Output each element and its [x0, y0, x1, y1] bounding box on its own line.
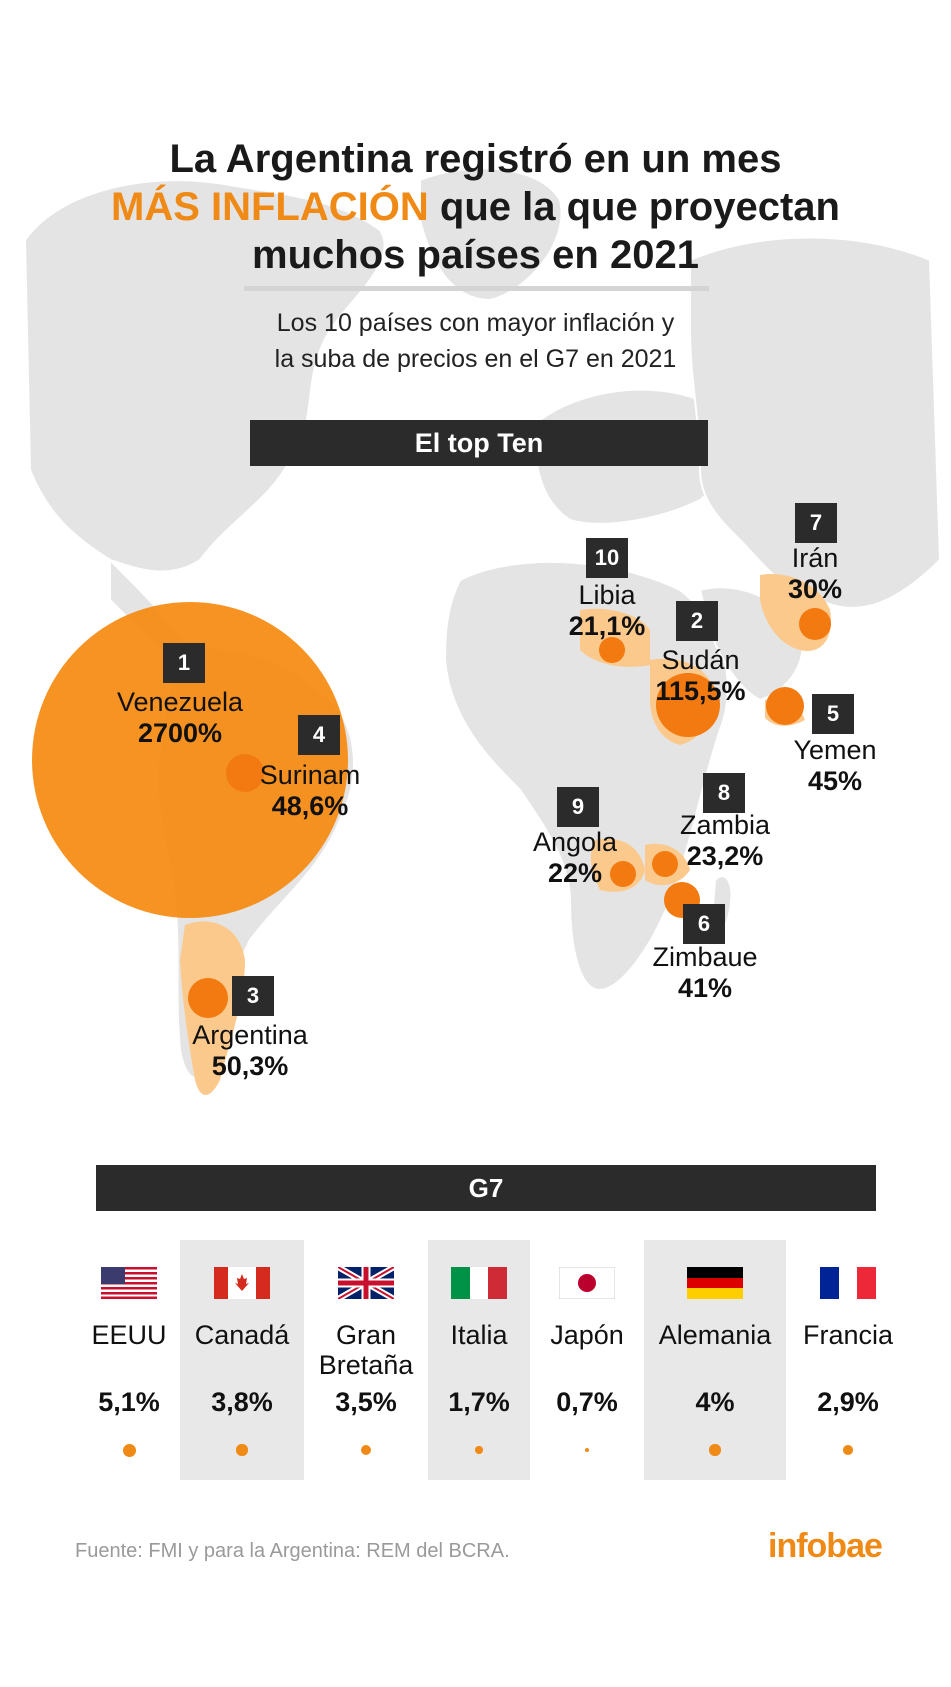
north-america-landmass [23, 179, 386, 573]
zambia-inflation-circle [652, 851, 678, 877]
g7-country-name: Francia [802, 1320, 894, 1350]
title-line-2: MÁS INFLACIÓN que la que proyectan [0, 183, 951, 231]
g7-country-name: Canadá [194, 1320, 290, 1350]
greenland-landmass [419, 167, 563, 302]
angola-inflation-circle [610, 861, 636, 887]
country-value: 41% [677, 973, 733, 1003]
g7-inflation-dot [709, 1444, 721, 1456]
title-divider [244, 286, 709, 291]
g7-country-value: 3,5% [335, 1387, 397, 1417]
subtitle-line-2: la suba de precios en el G7 en 2021 [274, 345, 677, 373]
country-name: Zambia [679, 810, 771, 840]
iran-inflation-circle [799, 608, 831, 640]
g7-country-value: 2,9% [817, 1387, 879, 1417]
country-name: Sudán [661, 645, 740, 675]
country-name: Yemen [793, 735, 877, 765]
rank-badge-libia: 10 [586, 538, 628, 578]
argentina-inflation-circle [188, 978, 228, 1018]
label-surinam: Surinam 48,6% [240, 760, 380, 822]
rank-badge-zambia: 8 [703, 773, 745, 813]
country-value: 115,5% [655, 676, 746, 706]
country-name: Zimbaue [652, 942, 758, 972]
infobae-logo: infobae [768, 1527, 883, 1565]
label-zimbaue: Zimbaue 41% [640, 942, 770, 1004]
g7-column-eeuu: EEUU 5,1% [80, 1240, 178, 1480]
label-libia: Libia 21,1% [552, 580, 662, 642]
venezuela-inflation-circle [32, 602, 348, 918]
title-line-3: muchos países en 2021 [252, 233, 699, 277]
country-value: 30% [787, 574, 843, 604]
rank-badge-angola: 9 [557, 787, 599, 827]
italy-flag-icon [451, 1267, 507, 1299]
label-zambia: Zambia 23,2% [665, 810, 785, 872]
g7-column-japon: Japón 0,7% [532, 1240, 642, 1480]
label-sudan: Sudán 115,5% [638, 645, 763, 707]
g7-inflation-dot [122, 1443, 136, 1457]
rank-badge-zimbaue: 6 [683, 904, 725, 944]
g7-inflation-dot [843, 1445, 853, 1455]
label-iran: Irán 30% [765, 543, 865, 605]
country-value: 45% [807, 766, 863, 796]
rank-badge-iran: 7 [795, 503, 837, 543]
g7-inflation-dot [236, 1444, 248, 1456]
g7-country-name: EEUU [91, 1320, 167, 1350]
g7-country-value: 1,7% [448, 1387, 510, 1417]
g7-country-name: Italia [450, 1320, 508, 1350]
germany-flag-icon [687, 1267, 743, 1299]
g7-column-italia: Italia 1,7% [428, 1240, 530, 1480]
country-value: 2700% [137, 718, 223, 748]
label-argentina: Argentina 50,3% [170, 1020, 330, 1082]
country-name: Irán [791, 543, 839, 573]
g7-inflation-dot [475, 1446, 483, 1454]
g7-banner: G7 [96, 1165, 876, 1211]
g7-inflation-dot [584, 1447, 590, 1453]
g7-column-francia: Francia 2,9% [788, 1240, 908, 1480]
sudan-inflation-circle [656, 673, 720, 737]
country-value: 50,3% [211, 1051, 289, 1081]
subtitle-line-1: Los 10 países con mayor inflación y [276, 309, 675, 337]
label-venezuela: Venezuela 2700% [90, 687, 270, 749]
g7-column-canada: Canadá 3,8% [180, 1240, 304, 1480]
canada-flag-icon [214, 1267, 270, 1299]
g7-country-name: Gran Bretaña [318, 1320, 414, 1380]
g7-country-value: 4% [695, 1387, 735, 1417]
title-highlight: MÁS INFLACIÓN [111, 185, 429, 229]
rank-badge-venezuela: 1 [163, 643, 205, 683]
title-line-2-rest: que la que proyectan [428, 185, 840, 229]
country-name: Argentina [192, 1020, 308, 1050]
g7-country-value: 3,8% [211, 1387, 273, 1417]
rank-badge-yemen: 5 [812, 694, 854, 734]
g7-column-alemania: Alemania 4% [644, 1240, 786, 1480]
libya-inflation-circle [599, 637, 625, 663]
country-value: 21,1% [568, 611, 646, 641]
rank-badge-argentina: 3 [232, 976, 274, 1016]
uk-flag-icon [338, 1267, 394, 1299]
yemen-inflation-circle [766, 687, 804, 725]
country-value: 22% [547, 858, 603, 888]
france-flag-icon [820, 1267, 876, 1299]
country-name: Angola [532, 827, 618, 857]
source-note: Fuente: FMI y para la Argentina: REM del… [75, 1540, 510, 1562]
g7-country-name: Alemania [658, 1320, 772, 1350]
g7-column-gran-bretana: Gran Bretaña 3,5% [306, 1240, 426, 1480]
us-flag-icon [101, 1267, 157, 1299]
country-value: 23,2% [686, 841, 764, 871]
top-ten-banner: El top Ten [250, 420, 708, 466]
japan-flag-icon [559, 1267, 615, 1299]
g7-inflation-dot [360, 1444, 372, 1456]
g7-country-value: 0,7% [556, 1387, 618, 1417]
country-name: Surinam [259, 760, 361, 790]
country-value: 48,6% [271, 791, 349, 821]
label-yemen: Yemen 45% [780, 735, 890, 797]
rank-badge-sudan: 2 [676, 601, 718, 641]
title-line-1: La Argentina registró en un mes [169, 137, 782, 181]
country-name: Libia [578, 580, 636, 610]
surinam-inflation-circle [226, 754, 264, 792]
g7-country-value: 5,1% [98, 1387, 160, 1417]
rank-badge-surinam: 4 [298, 715, 340, 755]
g7-country-name: Japón [550, 1320, 624, 1350]
label-angola: Angola 22% [525, 827, 625, 889]
country-name: Venezuela [116, 687, 244, 717]
